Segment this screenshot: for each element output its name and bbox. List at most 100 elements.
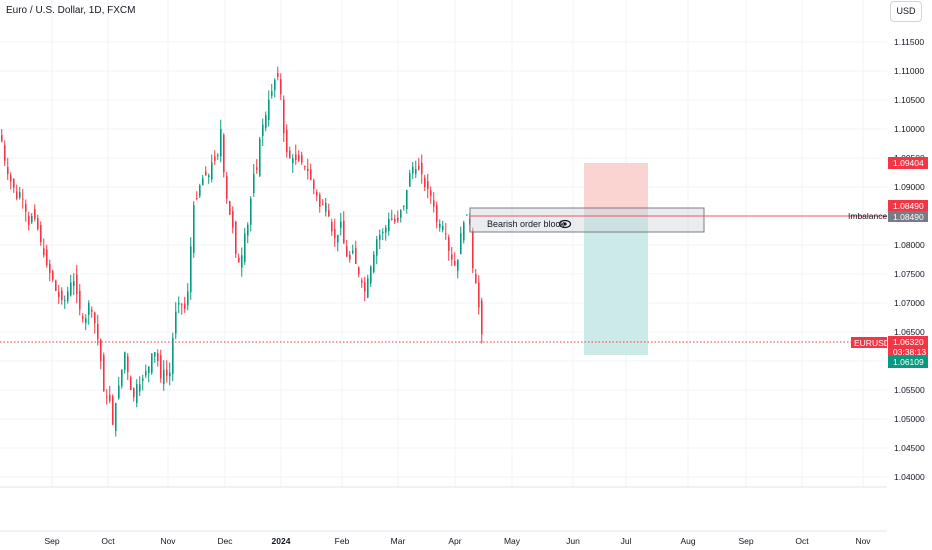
candle — [181, 303, 183, 315]
bearish-order-block-box[interactable] — [469, 207, 705, 233]
candle — [295, 144, 297, 165]
candle — [445, 223, 447, 240]
candle — [91, 306, 93, 318]
candle — [358, 266, 360, 278]
price-tick-label: 1.07000 — [894, 298, 925, 308]
time-tick-label: Oct — [101, 536, 115, 546]
time-tick-label: Aug — [680, 536, 695, 546]
price-tick-label: 1.05000 — [894, 414, 925, 424]
price-axis[interactable]: 1.115001.110001.105001.100001.095001.090… — [894, 37, 925, 482]
candle — [49, 259, 51, 282]
candle — [301, 151, 303, 165]
candle — [235, 220, 237, 258]
candle — [46, 244, 48, 268]
candle — [403, 205, 405, 211]
candle — [337, 234, 339, 252]
candle — [220, 119, 222, 163]
candle — [409, 169, 411, 187]
candle — [376, 235, 378, 265]
candle — [196, 191, 198, 201]
candle — [25, 199, 27, 222]
candle — [460, 226, 462, 255]
candle — [187, 283, 189, 311]
candle — [259, 136, 261, 178]
candle — [304, 165, 306, 171]
candle — [85, 314, 87, 331]
candle — [103, 352, 105, 392]
price-tick-label: 1.10500 — [894, 95, 925, 105]
candle — [241, 247, 243, 277]
candle — [388, 212, 390, 236]
stop-loss-zone[interactable] — [584, 163, 648, 216]
candle — [37, 214, 39, 231]
take-profit-zone[interactable] — [584, 216, 648, 355]
price-tick-label: 1.04500 — [894, 443, 925, 453]
candle — [175, 302, 177, 340]
time-tick-label: Mar — [391, 536, 406, 546]
candle — [331, 218, 333, 236]
candle — [286, 124, 288, 158]
candle — [472, 227, 474, 274]
candle — [277, 66, 279, 81]
candle — [280, 73, 282, 101]
candle — [385, 224, 387, 241]
svg-text:03:38:13: 03:38:13 — [893, 347, 926, 357]
candle — [478, 275, 480, 315]
price-tick-label: 1.11000 — [894, 66, 924, 76]
candle — [283, 95, 285, 142]
candle — [349, 250, 351, 263]
candle — [145, 364, 147, 379]
candles — [1, 66, 483, 437]
candle — [28, 211, 30, 231]
candle — [274, 78, 276, 98]
candle — [157, 349, 159, 367]
candle — [154, 351, 156, 363]
candle — [481, 297, 483, 344]
candle — [421, 154, 423, 184]
eye-icon[interactable] — [558, 219, 572, 229]
symbol-title[interactable]: Euro / U.S. Dollar, 1D, FXCM — [6, 5, 136, 16]
candle — [256, 159, 258, 174]
price-tick-label: 1.10000 — [894, 124, 925, 134]
candle — [370, 265, 372, 287]
candle — [190, 237, 192, 300]
candle — [124, 351, 126, 374]
candle — [394, 214, 396, 225]
candle — [151, 353, 153, 375]
candle — [322, 199, 324, 206]
candle — [436, 201, 438, 229]
candle — [334, 218, 336, 247]
target-top-price-tag: 1.09404 — [888, 157, 928, 169]
currency-button[interactable]: USD — [890, 1, 922, 22]
imbalance-price-tag: 1.08490 — [888, 211, 928, 222]
candle — [406, 189, 408, 214]
symbol-tag: EURUSD — [851, 337, 890, 348]
price-tick-label: 1.09000 — [894, 182, 925, 192]
candle — [19, 186, 21, 200]
candle — [7, 157, 9, 181]
candle — [475, 268, 477, 284]
candle — [313, 178, 315, 195]
candle — [346, 239, 348, 258]
candle — [112, 394, 114, 426]
candle — [340, 212, 342, 236]
candle — [319, 192, 321, 213]
candle — [382, 228, 384, 241]
candle — [316, 189, 318, 202]
candle — [397, 210, 399, 224]
price-tick-label: 1.08000 — [894, 240, 925, 250]
candle — [238, 253, 240, 263]
candle — [400, 209, 402, 223]
time-axis[interactable]: Sep Oct Nov Dec 2024 Feb Mar Apr May Jun Jul Aug Sep… — [44, 536, 871, 546]
candle — [199, 183, 201, 199]
candle — [244, 227, 246, 265]
candle — [217, 153, 219, 160]
candle — [364, 276, 366, 302]
candle — [310, 163, 312, 181]
time-tick-label: Sep — [738, 536, 753, 546]
candle — [361, 277, 363, 288]
candle — [454, 252, 456, 267]
candle — [142, 374, 144, 391]
candle — [328, 203, 330, 218]
